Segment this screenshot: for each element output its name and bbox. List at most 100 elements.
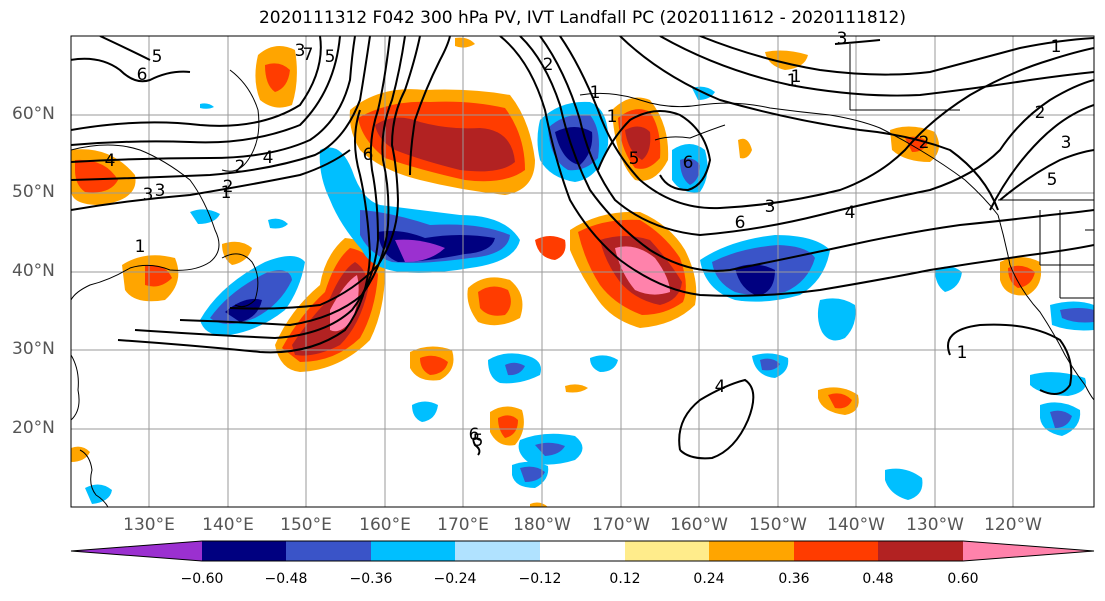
map-title: 2020111312 F042 300 hPa PV, IVT Landfall… [258, 8, 906, 28]
pv-positive-area [530, 502, 548, 507]
lon-label-160w: 160°W [670, 515, 728, 535]
pv-negative-core [1050, 410, 1072, 428]
colorbar-segment [455, 541, 540, 561]
lat-label-30n: 30°N [12, 339, 55, 359]
pv-negative-mid [680, 158, 700, 185]
pv-positive-high [625, 126, 651, 160]
lon-label-140w: 140°W [827, 515, 885, 535]
colorbar-tick-label: −0.24 [433, 571, 477, 587]
contour-line [989, 104, 1094, 211]
contour-label: 5 [473, 431, 484, 451]
contour-line [409, 36, 451, 176]
pv-positive-core [265, 63, 290, 92]
pv-negative-core2 [225, 298, 262, 322]
pv-negative-area [268, 218, 288, 229]
contour-label: 6 [469, 425, 480, 445]
lat-label-60n: 60°N [12, 104, 55, 124]
contour-line [71, 36, 322, 131]
colorbar-segment [709, 541, 794, 561]
colorbar [70, 540, 1095, 562]
asia-coastline-south [71, 354, 80, 421]
lon-label-140e: 140°E [202, 515, 254, 535]
lon-label-160e: 160°E [359, 515, 411, 535]
contour-line [499, 36, 1094, 297]
ivt-contours [71, 36, 1094, 460]
contour-label: 3 [765, 197, 776, 217]
pv-positive-high [375, 117, 515, 172]
japan-coastline [221, 253, 259, 308]
contour-label: 3 [1061, 133, 1072, 153]
contour-line [117, 109, 372, 354]
asia-coastline [71, 144, 220, 301]
pv-positive-core [498, 415, 518, 438]
colorbar-extension-high [963, 541, 1094, 561]
pv-negative-max [395, 239, 445, 262]
contour-label: 1 [957, 343, 968, 363]
contour-label: 6 [137, 65, 148, 85]
pv-positive-area [455, 37, 475, 48]
colorbar-outline [70, 540, 1095, 562]
pv-negative-area [412, 401, 438, 422]
pv-negative-core [505, 362, 525, 376]
contour-label: 1 [135, 237, 146, 257]
pv-positive-core [145, 265, 172, 287]
lon-label-130w: 130°W [906, 515, 964, 535]
pv-negative-area [885, 468, 923, 500]
pv-negative-core [760, 358, 780, 371]
contour-line [597, 110, 712, 192]
contour-label: 5 [629, 149, 640, 169]
contour-label: 1 [1051, 37, 1062, 57]
contour-label: 6 [735, 213, 746, 233]
contour-label: 1 [590, 83, 601, 103]
contour-label: 2 [919, 133, 930, 153]
contour-label: 3 [295, 41, 306, 61]
contour-label: 3 [837, 29, 848, 49]
colorbar-tick-label: −0.60 [180, 571, 224, 587]
lon-label-150w: 150°W [749, 515, 807, 535]
contour-line [699, 36, 1094, 76]
colorbar-segment [371, 541, 455, 561]
pv-positive-max [330, 275, 359, 332]
lon-label-130e: 130°E [123, 515, 175, 535]
colorbar-tick-label: 0.12 [609, 571, 641, 587]
lon-label-120w: 120°W [984, 515, 1042, 535]
colorbar-tick-label: −0.48 [264, 571, 308, 587]
contour-label: 4 [263, 148, 274, 168]
contour-line [71, 57, 191, 83]
contour-line [71, 36, 371, 181]
pv-positive-core [420, 355, 448, 375]
contour-label: 4 [845, 203, 856, 223]
lat-label-20n: 20°N [12, 418, 55, 438]
contour-line [659, 36, 1094, 97]
pv-positive-area [71, 446, 90, 462]
pv-positive-core [75, 159, 118, 193]
philippines-coastline [79, 449, 109, 507]
contour-line [134, 36, 391, 340]
contour-label: 2 [1035, 103, 1046, 123]
pv-negative-area [190, 209, 220, 224]
contour-line [619, 36, 999, 211]
lon-label-180w: 180°W [513, 515, 571, 535]
contour-label: 3 [155, 181, 166, 201]
colorbar-extension-low [71, 541, 202, 561]
contour-label: 1 [791, 67, 802, 87]
colorbar-tick-label: 0.36 [778, 571, 810, 587]
contour-line [947, 323, 1073, 395]
pv-negative-area [200, 103, 214, 109]
contour-label: 2 [223, 177, 234, 197]
colorbar-tick-label: 0.48 [862, 571, 894, 587]
contour-line [678, 378, 755, 460]
pv-negative-core [520, 466, 545, 482]
aleutians-coastline [654, 124, 726, 141]
colorbar-segment [878, 541, 963, 561]
contour-label: 5 [1047, 170, 1058, 190]
pv-negative-core [555, 127, 593, 165]
contour-label: 4 [715, 377, 726, 397]
lat-label-50n: 50°N [12, 182, 55, 202]
contour-label: 7 [303, 45, 314, 65]
contour-label: 1 [607, 107, 618, 127]
contour-label: 1 [787, 71, 798, 91]
contour-line [834, 39, 881, 45]
contour-label: 1 [221, 183, 232, 203]
colorbar-segment [286, 541, 371, 561]
